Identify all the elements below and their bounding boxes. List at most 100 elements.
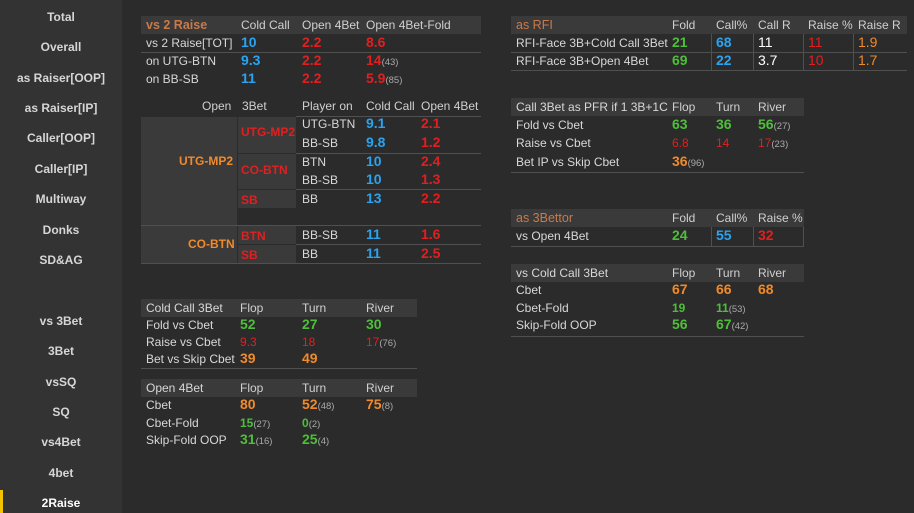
- nav-vs-3bet[interactable]: vs 3Bet: [39, 314, 83, 328]
- stat-value[interactable]: 11: [241, 70, 256, 86]
- stat-value[interactable]: 22: [716, 52, 732, 68]
- stat-value[interactable]: 17(23): [758, 135, 788, 153]
- panel-header: [141, 16, 481, 34]
- sample-size: (27): [253, 419, 271, 430]
- stat-value[interactable]: 36: [716, 116, 732, 132]
- stat-value[interactable]: 25(4): [302, 431, 329, 450]
- stat-value[interactable]: 5.9(85): [366, 70, 402, 89]
- col-header: Open 4Bet: [302, 18, 360, 32]
- nav-sq[interactable]: SQ: [52, 405, 70, 419]
- stat-value[interactable]: 55: [716, 227, 732, 243]
- stat-value[interactable]: 15(27): [240, 415, 270, 433]
- stat-value[interactable]: 19: [672, 301, 686, 315]
- stat-value[interactable]: 17(76): [366, 334, 396, 352]
- nav-multiway[interactable]: Multiway: [35, 192, 87, 206]
- nav-as-raiser-oop[interactable]: as Raiser[OOP]: [16, 71, 106, 85]
- stat-value[interactable]: 1.2: [421, 134, 441, 150]
- stat-value[interactable]: 0(2): [302, 415, 320, 433]
- stat-value[interactable]: 10: [366, 153, 382, 169]
- stat-value[interactable]: 11: [366, 245, 381, 261]
- stat-value[interactable]: 39: [240, 350, 256, 366]
- stat-value[interactable]: 2.2: [302, 70, 322, 86]
- stat-value[interactable]: 9.3: [241, 52, 261, 68]
- nav-vs4bet[interactable]: vs4Bet: [41, 435, 81, 449]
- stat-value[interactable]: 1.9: [858, 34, 878, 50]
- stat-value[interactable]: 14(43): [366, 52, 398, 71]
- panel-header: [511, 209, 804, 227]
- stat-value[interactable]: 31(16): [240, 431, 272, 450]
- stat-value[interactable]: 11: [758, 34, 773, 50]
- nav-overall[interactable]: Overall: [40, 40, 82, 54]
- stat-value[interactable]: 10: [808, 52, 824, 68]
- nav-caller-oop[interactable]: Caller[OOP]: [26, 131, 95, 145]
- stat-value[interactable]: 52(48): [302, 396, 334, 415]
- player-on: BB-SB: [302, 136, 339, 150]
- stat-value[interactable]: 68: [758, 281, 774, 297]
- col-header: Turn: [302, 301, 327, 315]
- stat-value[interactable]: 2.4: [421, 153, 441, 169]
- stat-value[interactable]: 9.1: [366, 115, 386, 131]
- col-header: River: [366, 381, 395, 395]
- stat-value[interactable]: 10: [241, 34, 257, 50]
- stat-value[interactable]: 56: [672, 316, 688, 332]
- stat-value[interactable]: 24: [672, 227, 688, 243]
- stat-value[interactable]: 21: [672, 34, 688, 50]
- nav-4bet[interactable]: 4bet: [48, 466, 74, 480]
- stat-value[interactable]: 11: [366, 226, 381, 242]
- stat-value[interactable]: 2.2: [302, 34, 322, 50]
- stat-value[interactable]: 1.3: [421, 171, 441, 187]
- stat-value[interactable]: 13: [366, 190, 382, 206]
- nav-as-raiser-ip[interactable]: as Raiser[IP]: [24, 101, 98, 115]
- row-label: Cbet: [516, 283, 542, 297]
- stat-value[interactable]: 9.3: [240, 335, 257, 349]
- nav-vssq[interactable]: vsSQ: [45, 375, 77, 389]
- stat-value[interactable]: 10: [366, 171, 382, 187]
- stat-value[interactable]: 14: [716, 136, 730, 150]
- stat-value[interactable]: 49: [302, 350, 318, 366]
- open-cell: [141, 117, 237, 225]
- stat-value[interactable]: 3.7: [758, 52, 778, 68]
- stat-value[interactable]: 6.8: [672, 136, 689, 150]
- nav-2raise[interactable]: 2Raise: [41, 496, 81, 510]
- stat-value[interactable]: 1.6: [421, 226, 441, 242]
- stat-value[interactable]: 66: [716, 281, 732, 297]
- stat-value[interactable]: 67: [672, 281, 688, 297]
- open-position: UTG-MP2: [179, 154, 233, 168]
- stat-value[interactable]: 18: [302, 335, 316, 349]
- divider: [511, 52, 907, 53]
- nav-3bet[interactable]: 3Bet: [47, 344, 74, 358]
- stat-value[interactable]: 8.6: [366, 34, 386, 50]
- stat-value[interactable]: 9.8: [366, 134, 386, 150]
- stat-value[interactable]: 11(53): [716, 300, 746, 318]
- stat-value[interactable]: 80: [240, 396, 256, 412]
- threebet-position: BTN: [241, 229, 266, 243]
- stat-value[interactable]: 27: [302, 316, 318, 332]
- stat-value[interactable]: 67(42): [716, 316, 748, 335]
- stat-value[interactable]: 68: [716, 34, 732, 50]
- stat-value[interactable]: 11: [808, 34, 823, 50]
- stat-value[interactable]: 52: [240, 316, 256, 332]
- stat-value[interactable]: 2.2: [302, 52, 322, 68]
- stat-value[interactable]: 1.7: [858, 52, 878, 68]
- stat-value[interactable]: 75(8): [366, 396, 393, 415]
- col-header: Call%: [716, 18, 748, 32]
- stat-value[interactable]: 30: [366, 316, 382, 332]
- col-header: Raise R: [858, 18, 901, 32]
- stat-value[interactable]: 2.5: [421, 245, 441, 261]
- sample-size: (27): [773, 121, 791, 132]
- nav-sdag[interactable]: SD&AG: [39, 253, 83, 267]
- open-position: CO-BTN: [188, 237, 235, 251]
- nav-donks[interactable]: Donks: [42, 223, 80, 237]
- stat-value[interactable]: 63: [672, 116, 688, 132]
- stat-number: 17: [366, 335, 380, 349]
- stat-value[interactable]: 2.1: [421, 115, 441, 131]
- stat-number: 17: [758, 136, 772, 150]
- stat-value[interactable]: 2.2: [421, 190, 441, 206]
- stat-value[interactable]: 32: [758, 227, 774, 243]
- nav-caller-ip[interactable]: Caller[IP]: [34, 162, 88, 176]
- stat-value[interactable]: 36(96): [672, 153, 704, 172]
- stat-value[interactable]: 69: [672, 52, 688, 68]
- nav-total[interactable]: Total: [47, 10, 75, 24]
- stat-value[interactable]: 56(27): [758, 116, 790, 135]
- row-label: RFI-Face 3B+Cold Call 3Bet: [516, 36, 668, 50]
